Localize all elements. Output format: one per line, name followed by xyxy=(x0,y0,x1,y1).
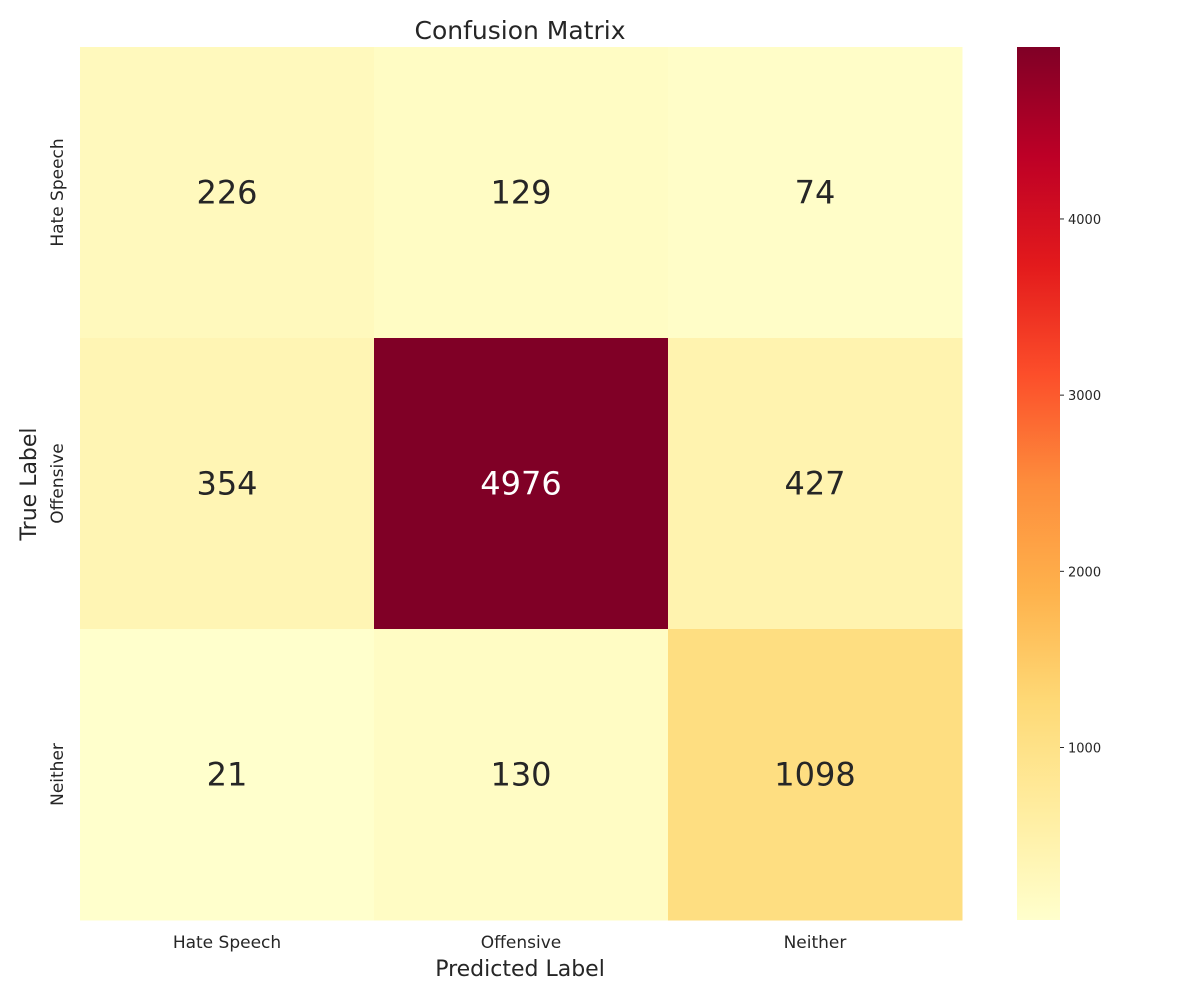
y-tick-label: Offensive xyxy=(48,443,68,523)
colorbar-ticks: 1000 2000 3000 4000 xyxy=(1060,213,1101,757)
y-axis-label: True Label xyxy=(17,427,42,541)
colorbar-tick-label: 2000 xyxy=(1068,565,1101,580)
y-axis-ticks: Hate Speech Offensive Neither xyxy=(48,138,68,806)
heatmap-cell-value: 74 xyxy=(795,174,836,212)
colorbar xyxy=(1017,47,1060,920)
heatmap-cells xyxy=(80,47,963,921)
heatmap-cell xyxy=(80,629,375,921)
heatmap-cell xyxy=(668,47,963,339)
y-tick-label: Neither xyxy=(48,743,68,806)
x-tick-label: Neither xyxy=(784,933,847,953)
heatmap-cell xyxy=(374,629,669,921)
heatmap-cell xyxy=(668,338,963,630)
heatmap-cell xyxy=(374,338,669,630)
heatmap-cell-labels: 226 129 74 354 4976 427 21 130 1098 xyxy=(196,174,855,794)
heatmap-cell-value: 354 xyxy=(196,465,257,503)
y-tick-label: Hate Speech xyxy=(48,138,68,246)
heatmap-cell-value: 427 xyxy=(784,465,845,503)
x-axis-ticks: Hate Speech Offensive Neither xyxy=(173,933,847,953)
colorbar-tick-label: 3000 xyxy=(1068,389,1101,404)
heatmap-cell-value: 21 xyxy=(207,756,248,794)
heatmap-cell xyxy=(668,629,963,921)
heatmap-cell-value: 4976 xyxy=(480,465,561,503)
heatmap-cell-value: 129 xyxy=(490,174,551,212)
x-tick-label: Hate Speech xyxy=(173,933,281,953)
heatmap-cell xyxy=(80,47,375,339)
x-axis-label: Predicted Label xyxy=(435,957,605,982)
x-tick-label: Offensive xyxy=(481,933,561,953)
heatmap-cell xyxy=(80,338,375,630)
colorbar-tick-label: 4000 xyxy=(1068,213,1101,228)
colorbar-tick-label: 1000 xyxy=(1068,742,1101,757)
chart-title: Confusion Matrix xyxy=(414,16,625,45)
heatmap-cell-value: 130 xyxy=(490,756,551,794)
heatmap-cell-value: 1098 xyxy=(774,756,855,794)
heatmap-cell xyxy=(374,47,669,339)
heatmap-cell-value: 226 xyxy=(196,174,257,212)
